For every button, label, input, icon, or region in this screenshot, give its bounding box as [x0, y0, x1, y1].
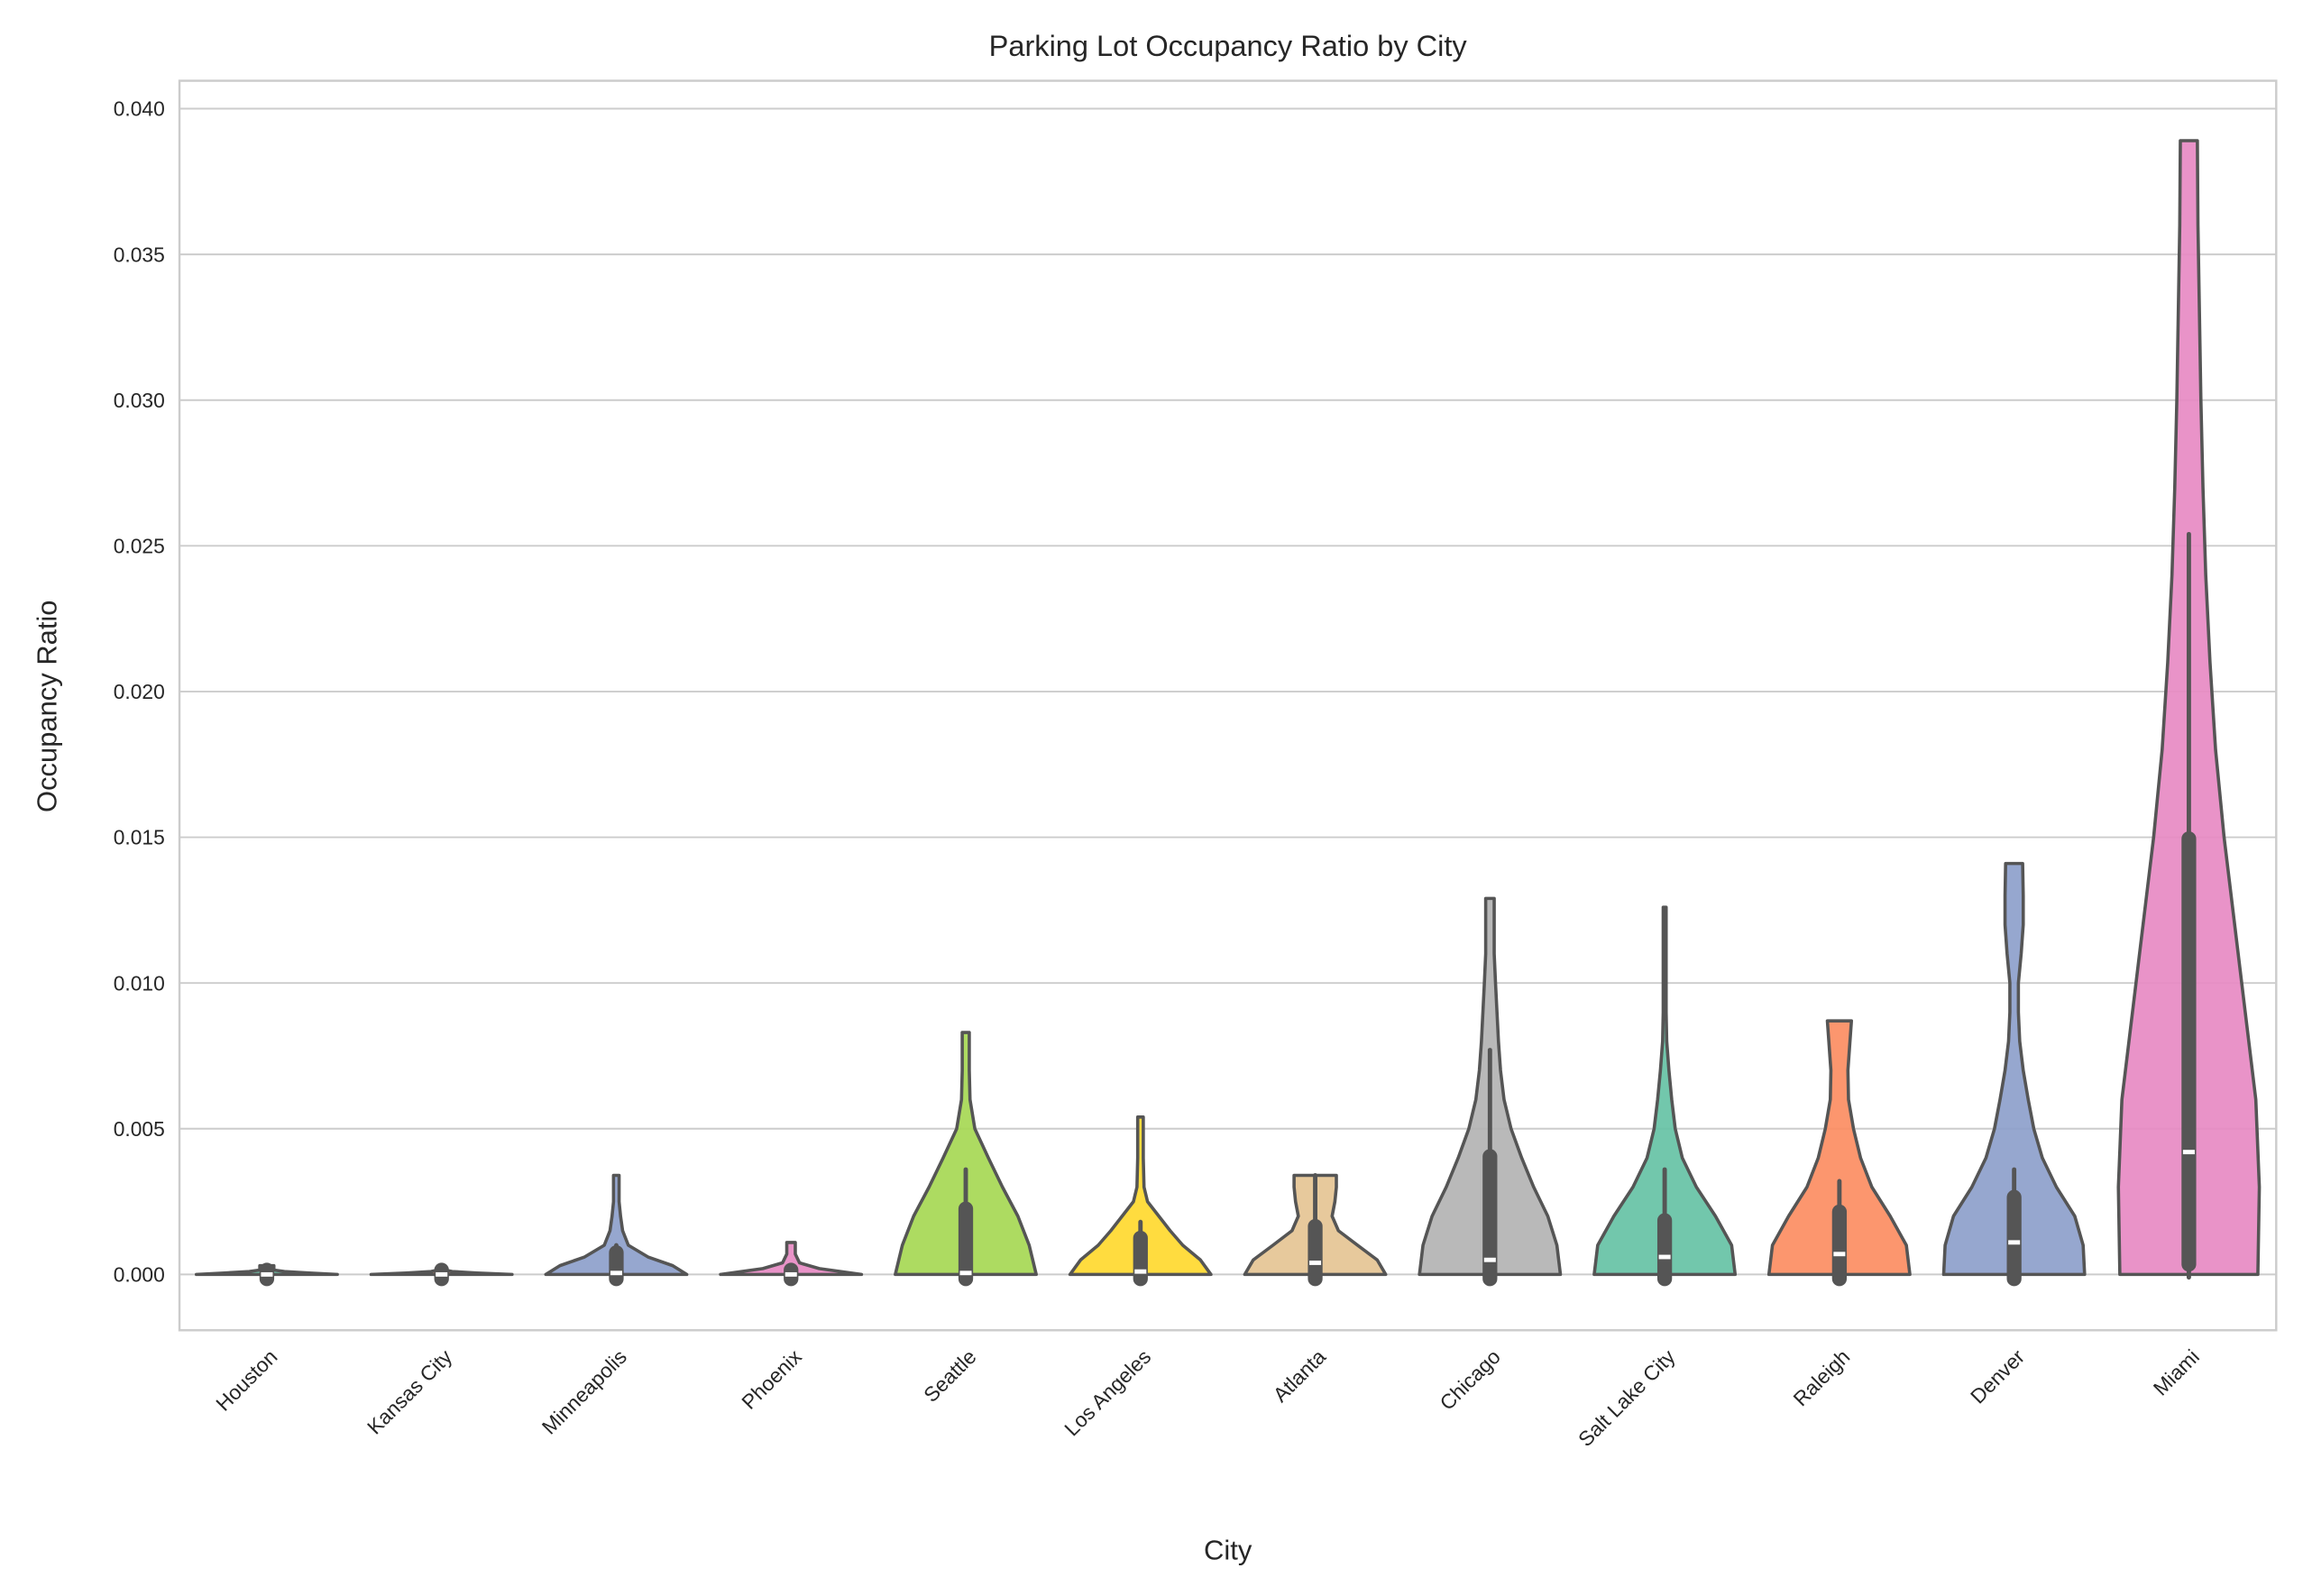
violin-seattle: [894, 1031, 1038, 1287]
median-marker: [436, 1271, 448, 1277]
y-tick-label: 0.000: [114, 1263, 165, 1287]
y-tick-label: 0.020: [114, 680, 165, 703]
violin-body: [1766, 1019, 1912, 1277]
violin-atlanta: [1243, 1173, 1388, 1287]
y-tick-label: 0.030: [114, 389, 165, 412]
violin-body: [1592, 905, 1738, 1277]
y-tick-label: 0.025: [114, 534, 165, 557]
violins: [194, 139, 2262, 1287]
median-marker: [261, 1271, 273, 1277]
median-marker: [959, 1270, 972, 1276]
violin-body: [719, 1241, 864, 1277]
median-marker: [2182, 1150, 2195, 1155]
violin-body: [1068, 1115, 1213, 1277]
plot-frame: [178, 79, 2278, 1332]
y-axis-label: Occupancy Ratio: [31, 600, 62, 812]
violin-houston: [194, 1262, 339, 1287]
y-tick-label: 0.005: [114, 1117, 165, 1141]
violin-denver: [1941, 861, 2087, 1287]
violin-raleigh: [1766, 1019, 1912, 1287]
violin-body: [544, 1173, 689, 1277]
median-marker: [2008, 1240, 2021, 1245]
median-marker: [784, 1271, 797, 1277]
violin-body: [1941, 861, 2087, 1277]
y-tick-labels: 0.000 0.005 0.010 0.015 0.020 0.025 0.030 0.035…: [114, 97, 165, 1287]
median-marker: [1483, 1257, 1496, 1262]
x-axis-label: City: [1204, 1534, 1252, 1565]
median-marker: [1658, 1254, 1671, 1260]
violin-los-angeles: [1068, 1115, 1213, 1287]
gridlines: [179, 107, 2277, 1276]
violin-kansas-city: [369, 1262, 514, 1287]
y-tick-label: 0.015: [114, 826, 165, 849]
violin-phoenix: [719, 1241, 864, 1287]
median-marker: [1833, 1252, 1846, 1257]
chart-title: Parking Lot Occupancy Ratio by City: [989, 30, 1468, 62]
violin-miami: [2116, 139, 2262, 1280]
violin-minneapolis: [544, 1173, 689, 1287]
y-tick-label: 0.040: [114, 97, 165, 121]
y-tick-label: 0.010: [114, 971, 165, 995]
median-marker: [1134, 1269, 1147, 1274]
median-marker: [610, 1270, 622, 1276]
violin-chicago: [1418, 896, 1563, 1287]
y-tick-label: 0.035: [114, 243, 165, 266]
median-marker: [1309, 1261, 1322, 1265]
violin-body: [894, 1031, 1038, 1277]
violin-salt-lake-city: [1592, 905, 1738, 1287]
